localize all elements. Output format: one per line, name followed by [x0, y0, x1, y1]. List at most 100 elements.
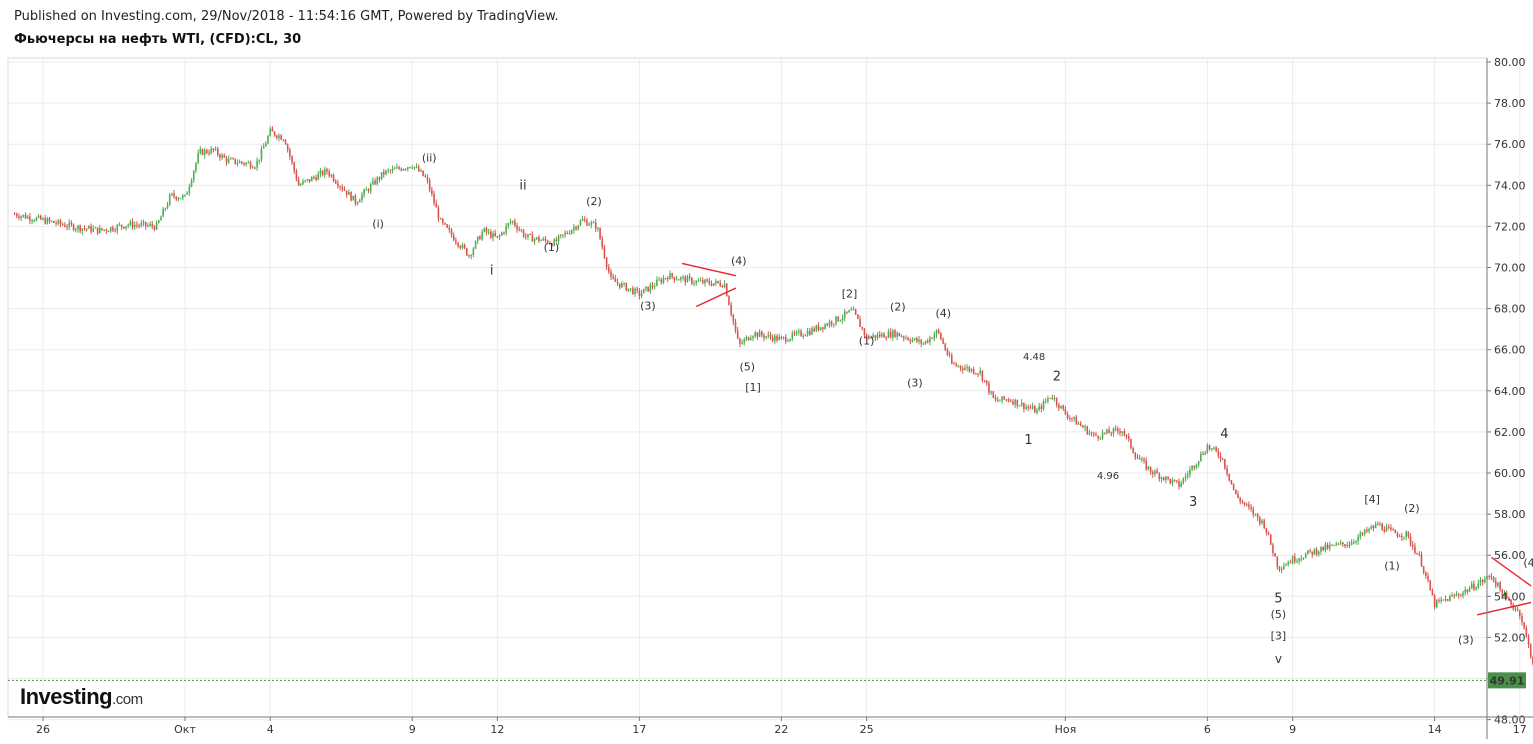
- wave-label: (ii): [422, 152, 437, 165]
- candle-body: [321, 170, 324, 176]
- candle-body: [417, 166, 420, 172]
- candle-body: [540, 240, 542, 242]
- candle-body: [1040, 406, 1043, 410]
- candle-body: [1160, 477, 1163, 479]
- candle-body: [1073, 417, 1075, 419]
- candle-body: [1363, 529, 1366, 535]
- candle-body: [1449, 596, 1451, 602]
- candle-body: [1416, 553, 1418, 555]
- candle-body: [573, 227, 575, 231]
- candle-body: [555, 239, 558, 242]
- candle-body: [1060, 405, 1062, 409]
- symbol-title: Фьючерсы на нефть WTI, (CFD):CL, 30: [14, 32, 302, 47]
- candle-body: [640, 293, 643, 296]
- candle-body: [1042, 401, 1045, 410]
- candle-body: [125, 226, 127, 229]
- candle-body: [168, 195, 171, 205]
- candle-body: [1141, 459, 1143, 461]
- candle-body: [1368, 528, 1370, 532]
- candle-body: [254, 167, 256, 169]
- candle-body: [160, 216, 162, 221]
- candle-body: [306, 179, 309, 181]
- wave-annotations: (ii)(i)iii(2)(1)(4)(3)[2](2) (4)(1)(5)(3)…: [372, 152, 1533, 666]
- candle-body: [1285, 564, 1287, 566]
- candle-body: [101, 228, 103, 231]
- x-tick-label: 17: [1513, 723, 1527, 736]
- candle-body: [1259, 517, 1261, 524]
- candle-body: [1313, 549, 1316, 555]
- candle-body: [883, 333, 885, 338]
- candle-body: [133, 224, 136, 228]
- candle-body: [1204, 452, 1207, 455]
- candle-body: [1147, 466, 1150, 470]
- candle-body: [83, 228, 86, 230]
- candle-body: [284, 140, 287, 145]
- candle-body: [315, 177, 317, 180]
- candle-body: [1020, 402, 1023, 406]
- trendline: [695, 287, 737, 308]
- candle-body: [815, 325, 818, 332]
- candle-body: [299, 184, 302, 186]
- wave-label: (i): [372, 217, 384, 230]
- candle-body: [479, 236, 481, 240]
- wave-label: ii: [519, 178, 526, 193]
- candle-body: [861, 327, 864, 329]
- x-tick-label: 17: [632, 723, 646, 736]
- candle-body: [961, 368, 964, 370]
- candle-body: [1110, 433, 1113, 435]
- candle-body: [1038, 406, 1040, 410]
- candle-body: [1278, 566, 1281, 570]
- candle-body: [597, 228, 599, 230]
- candle-body: [459, 246, 462, 248]
- candle-body: [804, 335, 807, 337]
- candle-body: [824, 324, 826, 329]
- candle-body: [592, 222, 595, 224]
- trendlines: [681, 262, 1532, 616]
- candle-body: [1254, 513, 1257, 515]
- candle-body: [627, 288, 630, 291]
- candle-body: [295, 171, 298, 180]
- y-tick-label: 74.00: [1494, 179, 1526, 192]
- logo-suffix: .com: [112, 691, 143, 708]
- candle-body: [186, 192, 188, 195]
- candle-body: [123, 226, 125, 229]
- candle-body: [236, 163, 239, 165]
- candle-body: [1230, 480, 1233, 484]
- candle-body: [621, 283, 623, 288]
- candle-body: [828, 321, 831, 326]
- candle-body: [398, 167, 400, 169]
- candle-body: [1031, 406, 1034, 409]
- candle-body: [839, 320, 842, 322]
- candle-body: [575, 227, 577, 229]
- candle-body: [688, 276, 691, 278]
- candle-body: [411, 167, 413, 169]
- candle-body: [887, 331, 890, 338]
- y-tick-label: 66.00: [1494, 344, 1526, 357]
- candle-body: [651, 285, 654, 287]
- candle-body: [1215, 447, 1217, 452]
- candle-body: [1097, 435, 1099, 439]
- wave-label: (5): [1271, 608, 1287, 621]
- candle-body: [734, 321, 737, 331]
- candle-body: [625, 283, 628, 291]
- candle-body: [835, 316, 837, 324]
- candle-body: [667, 278, 669, 280]
- candle-body: [348, 191, 350, 195]
- candle-body: [568, 233, 571, 235]
- candle-body: [1180, 483, 1182, 487]
- candle-body: [909, 339, 912, 342]
- candle-body: [1385, 527, 1388, 532]
- candle-body: [754, 332, 756, 337]
- candle-body: [1392, 529, 1394, 531]
- candle-body: [531, 234, 534, 242]
- candle-body: [793, 332, 796, 334]
- candle-body: [258, 159, 261, 161]
- candle-body: [1322, 546, 1324, 551]
- candle-body: [247, 162, 250, 164]
- candle-body: [680, 277, 682, 280]
- candle-body: [1444, 598, 1447, 600]
- candle-body: [535, 237, 538, 239]
- candle-body: [452, 235, 455, 241]
- last-price-badge: [1488, 672, 1526, 689]
